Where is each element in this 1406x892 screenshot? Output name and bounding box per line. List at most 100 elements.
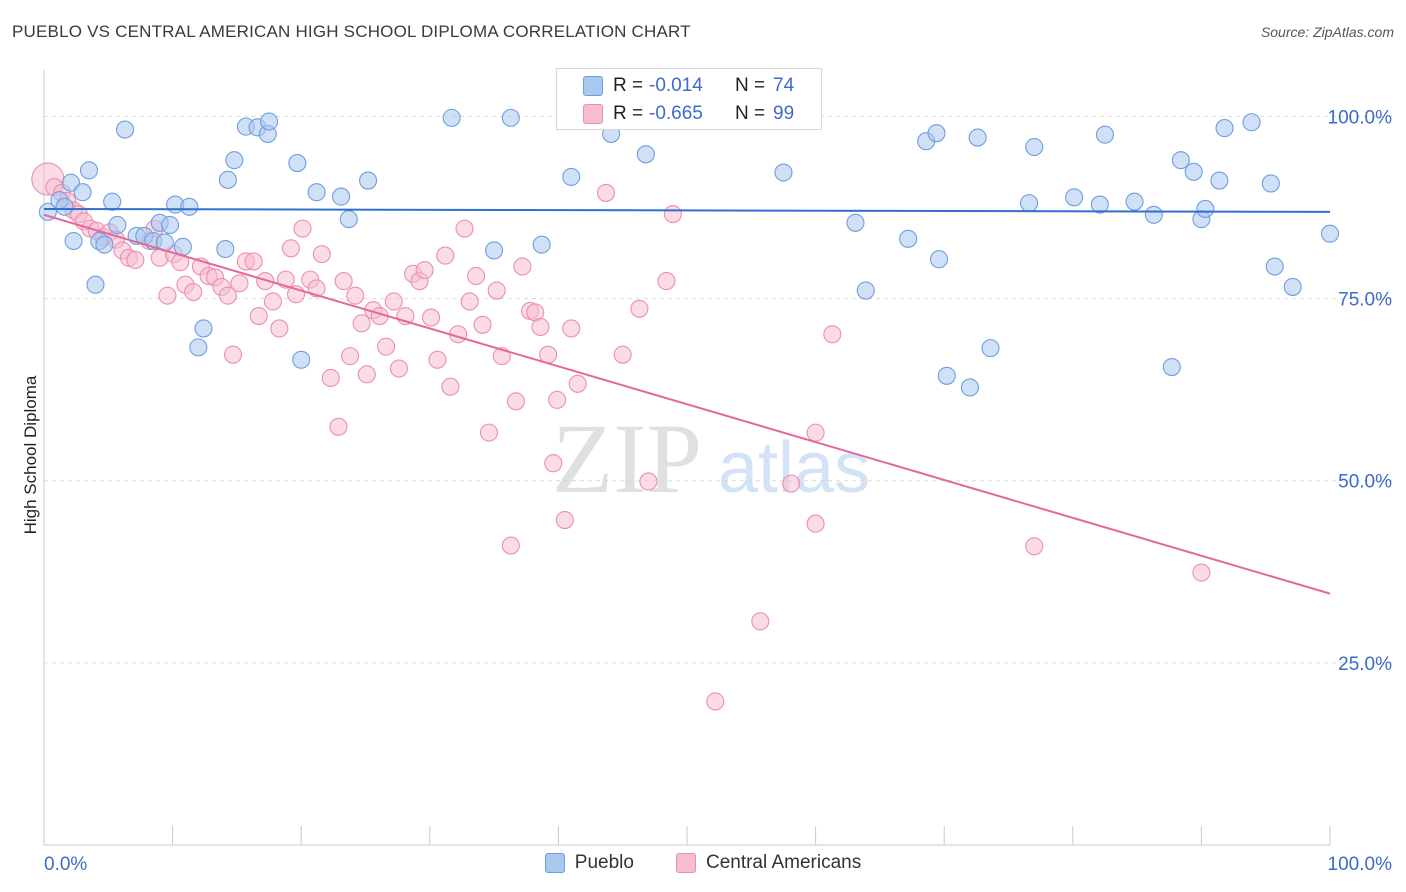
pueblo-point [927,124,946,143]
n-value: 74 [773,75,795,96]
central-point [823,325,842,344]
pueblo-point [562,167,581,186]
r-label: R = [613,75,644,96]
pueblo-point [115,120,135,139]
central-point [806,514,825,533]
central-point [377,337,396,356]
pueblo-point [1090,195,1109,214]
legend-item-central-americans[interactable]: Central Americans [675,852,862,874]
pueblo-point [64,231,83,251]
central-point [630,299,649,318]
pueblo-point [95,235,114,254]
pueblo-point [259,112,279,131]
central-point [244,252,263,271]
central-point [657,272,676,291]
n-label: N = [735,103,766,124]
pueblo-point [899,229,918,248]
pueblo-point [1065,188,1084,207]
x-axis-ticks [43,826,1331,845]
legend-label-central: Central Americans [705,852,862,873]
pueblo-trend-line [43,207,1331,213]
central-swatch [583,104,603,124]
pueblo-point [856,281,875,300]
y-tick-label: 75.0% [1338,290,1392,311]
legend-item-pueblo[interactable]: Pueblo [544,852,634,874]
central-point [218,286,237,305]
pueblo-point [1184,162,1203,181]
pueblo-point [960,378,979,397]
central-point [531,317,550,337]
central-point [613,345,632,364]
pueblo-point [194,319,213,338]
central-point [1025,537,1044,556]
pueblo-point [332,187,351,206]
y-tick-label: 25.0% [1338,654,1392,675]
pueblo-point [968,128,987,147]
trend-lines [43,207,1331,595]
central-point [223,345,243,364]
central-trend-line [43,213,1331,595]
central-point [479,423,499,442]
central-point [230,274,249,293]
central-point [263,292,282,311]
central-point [460,292,479,311]
y-tick-label: 100.0% [1328,107,1393,128]
y-tick-labels: 25.0% 50.0% 75.0% 100.0% [1328,107,1393,674]
r-label: R = [613,103,644,124]
pueblo-point [846,213,865,232]
central-point [158,286,177,305]
pueblo-point [1215,119,1234,138]
pueblo-point [1320,224,1340,243]
pueblo-point [532,235,551,254]
pueblo-point [1210,171,1229,190]
pueblo-legend-swatch [544,853,565,873]
pueblo-point [1020,194,1039,213]
central-point [806,423,825,442]
central-point [293,219,312,238]
pueblo-point [501,108,520,127]
central-point [568,374,587,393]
central-point [270,319,289,338]
chart-legend: Pueblo Central Americans [0,852,1406,874]
central-legend-swatch [675,853,696,873]
r-value: -0.014 [649,75,703,96]
central-point [312,245,331,264]
pueblo-point [288,154,307,173]
watermark-zip: ZIP [552,403,702,514]
chart-title: PUEBLO VS CENTRAL AMERICAN HIGH SCHOOL D… [12,22,691,41]
central-point [126,250,145,270]
central-point [352,314,371,333]
source-label: Source: ZipAtlas.com [1260,24,1394,40]
pueblo-point [1196,199,1215,219]
pueblo-point [108,215,127,235]
central-point [357,365,376,384]
pueblo-point [1171,151,1190,170]
n-value: 99 [773,103,795,124]
central-point [555,511,574,530]
central-point [334,272,353,291]
central-point [467,266,486,286]
pueblo-point [189,338,208,357]
pueblo-point [1162,358,1181,377]
central-point [428,350,447,369]
central-point [281,239,300,258]
pueblo-point [79,161,99,180]
central-point [389,359,408,378]
pueblo-point [55,197,74,216]
pueblo-point [442,108,461,127]
central-point [751,612,770,631]
central-point [473,315,492,334]
pueblo-point [307,183,326,202]
central-point [1192,563,1211,582]
pueblo-point [339,210,358,229]
central-point [596,183,616,202]
correlation-legend-box: R = -0.014 N = 74 R = -0.665 N = 99 [556,68,822,130]
central-point [782,474,801,493]
x-tick-label-max: 100.0% [1328,854,1393,875]
central-point [544,454,563,473]
pueblo-point [1265,257,1284,276]
pueblo-point [292,350,311,369]
central-point [184,282,203,302]
watermark-atlas: atlas [718,428,870,508]
